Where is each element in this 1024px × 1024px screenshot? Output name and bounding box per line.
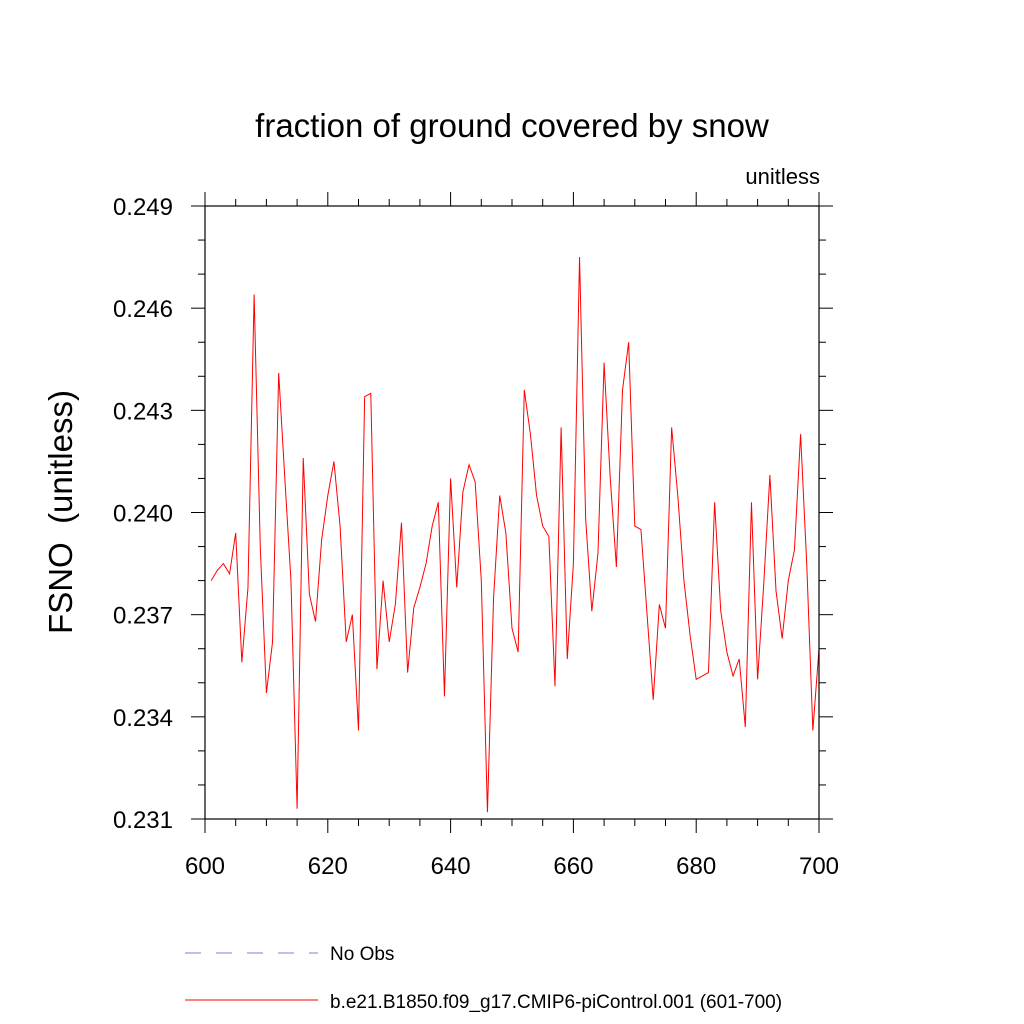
axis-ticks xyxy=(191,192,833,833)
series-line xyxy=(210,257,820,813)
x-tick-label: 660 xyxy=(553,853,593,880)
legend-no-obs-label: No Obs xyxy=(330,944,394,965)
x-tick-label: 600 xyxy=(185,853,225,880)
y-tick-label: 0.237 xyxy=(113,603,173,630)
chart-title: fraction of ground covered by snow xyxy=(255,107,769,144)
legend-series-label: b.e21.B1850.f09_g17.CMIP6-piControl.001 … xyxy=(330,992,782,1013)
axis-tick-labels: 600 620 640 660 680 700 0.231 0.234 0.237 0.240 0.… xyxy=(113,194,839,880)
legend: No Obs b.e21.B1850.f09_g17.CMIP6-piContr… xyxy=(185,944,782,1013)
y-tick-label: 0.234 xyxy=(113,705,173,732)
y-axis-label: FSNO (unitless) xyxy=(42,390,79,634)
y-tick-label: 0.243 xyxy=(113,398,173,425)
x-tick-label: 680 xyxy=(676,853,716,880)
x-tick-label: 640 xyxy=(431,853,471,880)
y-tick-label: 0.231 xyxy=(113,807,173,834)
y-tick-label: 0.240 xyxy=(113,501,173,528)
units-label: unitless xyxy=(745,164,820,189)
data-series xyxy=(210,257,820,813)
y-tick-label: 0.249 xyxy=(113,194,173,221)
y-tick-label: 0.246 xyxy=(113,296,173,323)
plot-frame xyxy=(204,205,820,820)
x-tick-label: 620 xyxy=(308,853,348,880)
x-tick-label: 700 xyxy=(799,853,839,880)
